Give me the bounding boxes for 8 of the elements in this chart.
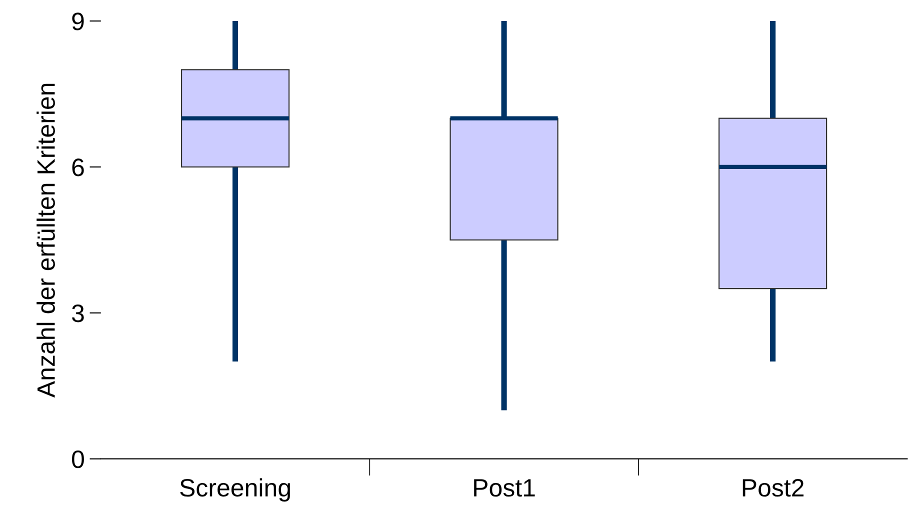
- y-tick-label: 9: [72, 12, 84, 30]
- x-tick-label: Post2: [742, 478, 804, 497]
- y-axis-title: Anzahl der erfüllten Kriterien: [36, 84, 55, 398]
- y-tick-label: 6: [72, 158, 84, 176]
- y-tick-label: 0: [72, 450, 84, 468]
- y-tick-label: 3: [72, 304, 84, 322]
- x-tick-label: Post1: [474, 479, 535, 497]
- x-tick-label: Screening: [180, 478, 290, 502]
